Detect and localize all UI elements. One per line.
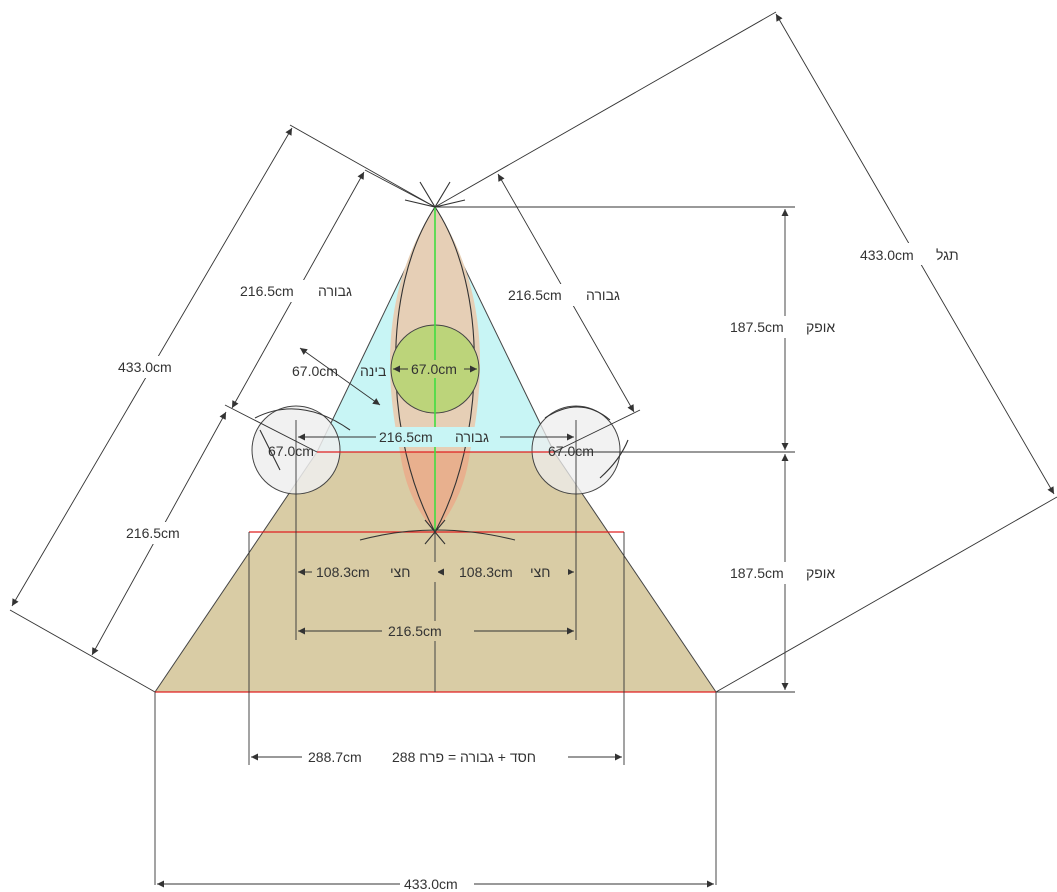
label-binah-word: בינה bbox=[360, 363, 386, 379]
label-diag-word: תגל bbox=[936, 247, 959, 263]
label-half-left-value: 108.3cm bbox=[316, 564, 370, 580]
label-half-right-word: חצי bbox=[530, 564, 550, 580]
label-base: 433.0cm bbox=[404, 876, 458, 892]
label-left-upper-value: 216.5cm bbox=[240, 283, 294, 299]
label-diag-value: 433.0cm bbox=[860, 247, 914, 263]
label-ofek-bottom-value: 187.5cm bbox=[730, 565, 784, 581]
label-right-inner-word: גבורה bbox=[586, 287, 620, 303]
label-span-inner: 216.5cm bbox=[388, 623, 442, 639]
label-ofek-top-value: 187.5cm bbox=[730, 319, 784, 335]
label-backgrounds-inner bbox=[312, 360, 568, 641]
label-perach-value: 288.7cm bbox=[308, 749, 362, 765]
label-ofek-bottom-word: אופק bbox=[806, 565, 835, 581]
label-binah-value: 67.0cm bbox=[292, 363, 338, 379]
label-left-upper-word: גבורה bbox=[318, 283, 352, 299]
label-half-left-word: חצי bbox=[390, 564, 410, 580]
label-mid-word: גבורה bbox=[455, 429, 489, 445]
label-mid-value: 216.5cm bbox=[379, 429, 433, 445]
label-perach-formula: 288 חסד + גבורה = פרח bbox=[392, 749, 536, 765]
label-left-circle: 67.0cm bbox=[268, 443, 314, 459]
dim-binah bbox=[299, 347, 381, 406]
label-center-circle: 67.0cm bbox=[411, 361, 457, 377]
label-backgrounds bbox=[112, 243, 945, 892]
label-right-inner-value: 216.5cm bbox=[508, 287, 562, 303]
label-ofek-top-word: אופק bbox=[806, 319, 835, 335]
label-right-circle: 67.0cm bbox=[548, 443, 594, 459]
label-left-lower: 216.5cm bbox=[126, 525, 180, 541]
label-half-right-value: 108.3cm bbox=[459, 564, 513, 580]
bottom-x-marks bbox=[424, 519, 446, 545]
label-left-outer: 433.0cm bbox=[118, 359, 172, 375]
